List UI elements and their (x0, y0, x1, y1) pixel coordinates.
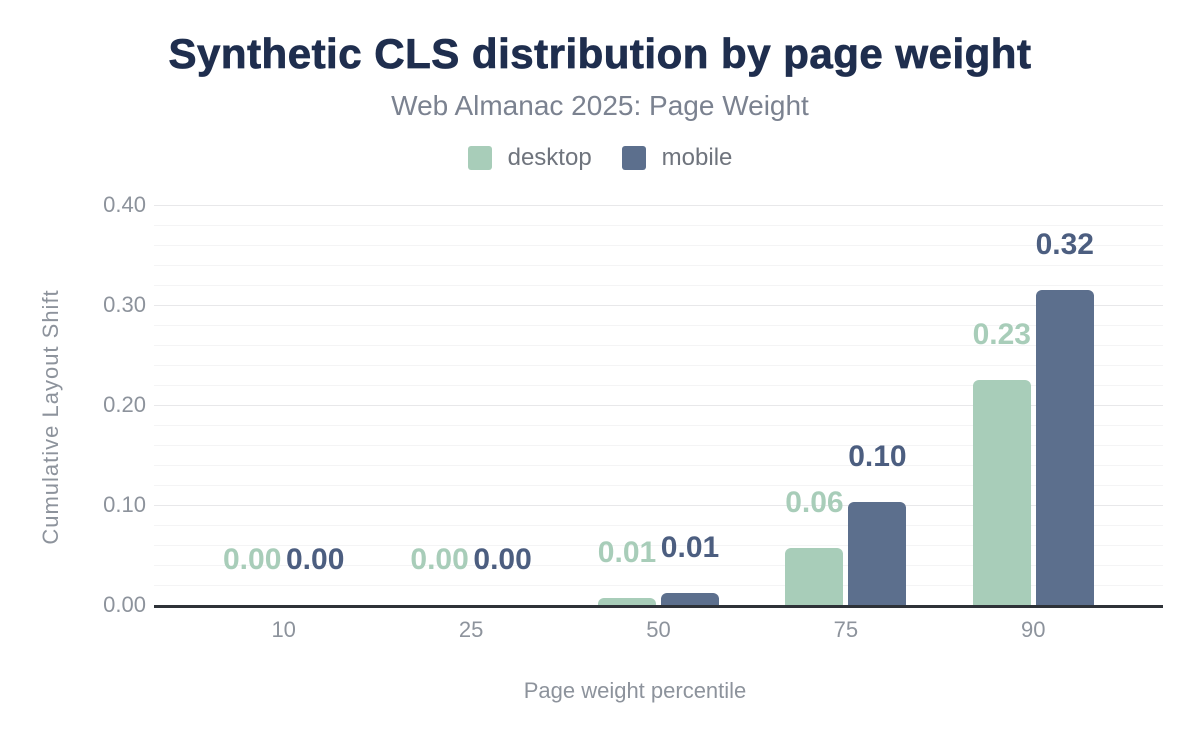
bar-desktop-75 (785, 548, 844, 605)
y-tick-label: 0.00 (103, 592, 146, 617)
legend-item-desktop[interactable]: desktop (467, 144, 592, 172)
gridline-minor (154, 425, 1163, 426)
bar-label-desktop-75: 0.06 (785, 486, 844, 519)
gridline-minor (154, 265, 1163, 266)
x-axis-title: Page weight percentile (523, 678, 747, 703)
x-axis-line (154, 605, 1163, 608)
bar-desktop-50 (598, 598, 656, 605)
plot-area: 0.00 0.00 0.00 0.00 0.01 0.01 0.06 0.10 0.23 0.32 (154, 205, 1163, 608)
gridline-major (154, 405, 1163, 406)
y-tick-label: 0.20 (103, 392, 146, 417)
gridline-minor (154, 325, 1163, 326)
gridline-minor (154, 545, 1163, 546)
x-tick-label-90: 90 (1021, 617, 1046, 642)
bar-label-mobile-75: 0.10 (848, 440, 907, 473)
legend-swatch-desktop (467, 146, 492, 170)
gridline-minor (154, 525, 1163, 526)
legend-swatch-mobile (621, 146, 646, 170)
x-axis-ticks: 10 25 50 75 90 (154, 617, 1163, 643)
gridline-major (154, 505, 1163, 506)
gridline-minor (154, 565, 1163, 566)
y-tick-label: 0.10 (103, 492, 146, 517)
bar-mobile-75 (848, 502, 907, 605)
bar-mobile-90 (1035, 290, 1094, 605)
bar-label-mobile-10: 0.00 (285, 543, 345, 576)
x-tick-label-25: 25 (458, 617, 484, 642)
x-tick-label-10: 10 (271, 617, 296, 642)
gridline-minor (154, 245, 1163, 246)
chart-title: Synthetic CLS distribution by page weigh… (168, 30, 1032, 78)
gridline-minor (154, 585, 1163, 586)
bar-label-mobile-90: 0.32 (1035, 228, 1094, 261)
bar-label-desktop-90: 0.23 (972, 318, 1031, 351)
gridline-major (154, 205, 1163, 206)
legend-item-mobile[interactable]: mobile (621, 144, 733, 172)
gridline-minor (154, 365, 1163, 366)
gridline-minor (154, 225, 1163, 226)
bar-label-mobile-50: 0.01 (660, 531, 720, 564)
bar-label-desktop-50: 0.01 (597, 536, 657, 569)
gridline-minor (154, 465, 1163, 466)
y-axis-ticks: 0.00 0.10 0.20 0.30 0.40 (0, 192, 146, 617)
gridline-minor (154, 345, 1163, 346)
x-tick-label-50: 50 (646, 617, 671, 642)
gridline-major (154, 305, 1163, 306)
gridline-minor (154, 285, 1163, 286)
y-tick-label: 0.40 (103, 192, 146, 217)
legend: desktop mobile (0, 144, 1200, 172)
legend-label-mobile: mobile (661, 144, 733, 171)
legend-label-desktop: desktop (507, 144, 592, 171)
gridline-minor (154, 485, 1163, 486)
gridline-minor (154, 445, 1163, 446)
y-tick-label: 0.30 (103, 292, 146, 317)
gridline-minor (154, 385, 1163, 386)
bar-label-desktop-10: 0.00 (222, 543, 282, 576)
x-tick-label-75: 75 (833, 617, 859, 642)
chart-subtitle: Web Almanac 2025: Page Weight (391, 90, 809, 121)
bar-label-desktop-25: 0.00 (410, 543, 469, 576)
bar-mobile-50 (661, 593, 719, 605)
bar-label-mobile-25: 0.00 (473, 543, 532, 576)
bar-desktop-90 (972, 380, 1031, 605)
